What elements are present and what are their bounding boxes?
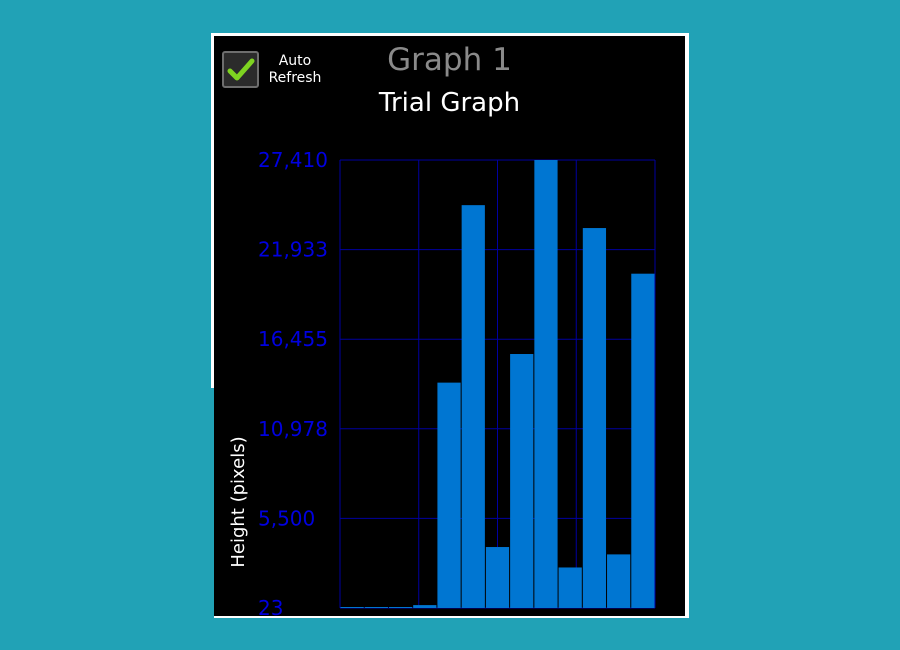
- bar-12: [607, 554, 631, 608]
- bar-5: [437, 382, 461, 608]
- bar-2: [364, 607, 388, 608]
- bar-9: [534, 160, 558, 608]
- bar-13: [631, 273, 655, 608]
- auto-refresh-label-line1: Auto: [278, 53, 312, 69]
- auto-refresh-toggle[interactable]: Auto Refresh: [220, 49, 330, 93]
- chart-grid: [339, 159, 656, 609]
- bar-chart: 23 5,500 10,978 16,455 21,933 27,410 Height (…: [228, 148, 656, 616]
- y-tick-labels: 23 5,500 10,978 16,455 21,933 27,410: [258, 148, 328, 616]
- checkmark-icon: [227, 58, 255, 81]
- bar-4: [413, 605, 437, 608]
- y-tick-label-4: 21,933: [258, 238, 328, 262]
- bar-6: [461, 205, 485, 608]
- render-artifact: [211, 388, 214, 618]
- y-tick-label-2: 10,978: [258, 417, 328, 441]
- bar-11: [582, 228, 607, 609]
- auto-refresh-label-line2: Refresh: [268, 70, 322, 86]
- auto-refresh-checkbox[interactable]: [222, 51, 259, 88]
- bar-8: [510, 354, 534, 608]
- y-axis-label: Height (pixels): [228, 436, 249, 567]
- auto-refresh-label: Auto Refresh: [265, 53, 325, 87]
- chart-title: Trial Graph: [378, 88, 521, 118]
- bar-1: [340, 607, 364, 608]
- bar-7: [485, 547, 510, 608]
- y-tick-label-5: 27,410: [258, 148, 328, 172]
- y-tick-label-3: 16,455: [258, 327, 328, 351]
- chart-bars: [340, 160, 655, 609]
- graph-panel: Auto Refresh Graph 1 Trial Graph 23 5,500…: [211, 33, 689, 618]
- graph-name: Graph 1: [387, 42, 512, 78]
- bar-10: [558, 567, 582, 608]
- y-tick-label-1: 5,500: [258, 506, 315, 530]
- y-tick-label-0: 23: [258, 596, 283, 616]
- graph-screen: Auto Refresh Graph 1 Trial Graph 23 5,500…: [214, 36, 685, 616]
- bar-3: [388, 607, 413, 608]
